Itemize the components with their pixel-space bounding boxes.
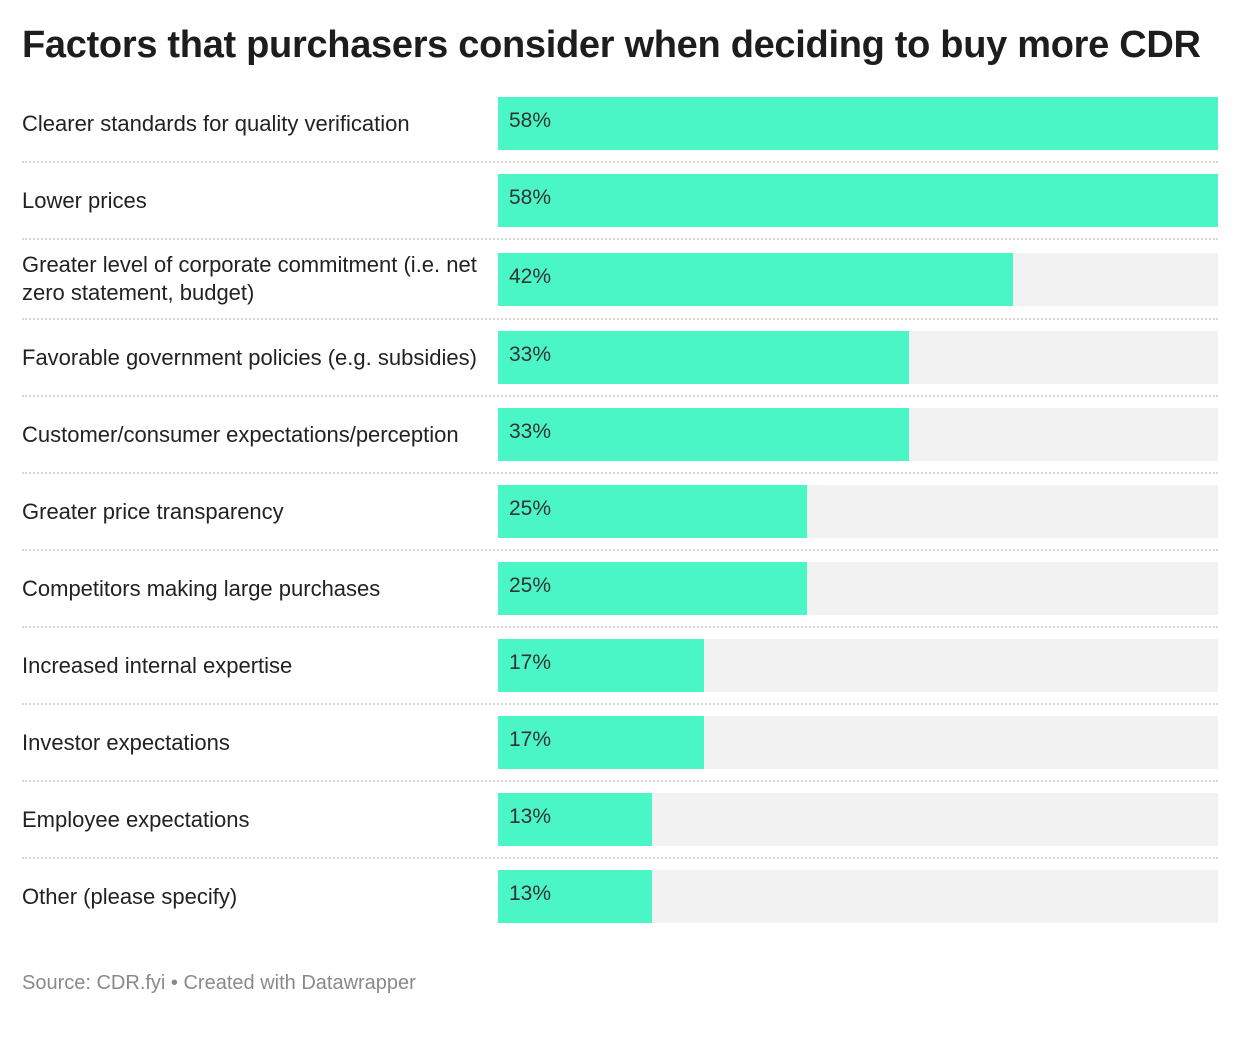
value-label: 42% — [509, 264, 552, 288]
bar-row: Greater price transparency 25% — [22, 474, 1218, 551]
bar — [498, 485, 807, 538]
value-label: 33% — [509, 420, 552, 443]
category-label: Lower prices — [22, 187, 147, 213]
bar — [498, 870, 653, 923]
category-label: Customer/consumer expectations/perceptio… — [22, 421, 459, 447]
bar — [498, 331, 910, 384]
value-label: 33% — [509, 343, 552, 366]
category-label: Increased internal expertise — [22, 652, 293, 678]
bar-row: Employee expectations 13% — [22, 782, 1218, 859]
bar-track: 17% — [498, 639, 1218, 692]
bar — [498, 97, 1218, 150]
bar-track: 42% — [498, 252, 1218, 306]
bar-row: Clearer standards for quality verificati… — [22, 86, 1218, 163]
bar — [498, 793, 653, 846]
bar — [498, 408, 910, 461]
category-label: Employee expectations — [22, 806, 250, 832]
bar-track: 33% — [498, 331, 1218, 384]
value-label: 17% — [509, 728, 552, 751]
category-label: Investor expectations — [22, 729, 230, 755]
bar-track: 25% — [498, 562, 1218, 615]
bar — [498, 174, 1218, 227]
bar-row: Increased internal expertise 17% — [22, 628, 1218, 705]
category-label: Competitors making large purchases — [22, 575, 381, 601]
bar-row: Investor expectations 17% — [22, 705, 1218, 782]
value-label: 17% — [509, 651, 552, 674]
bar-track: 58% — [498, 97, 1218, 150]
bar-track: 33% — [498, 408, 1218, 461]
source-footer: Source: CDR.fyi • Created with Datawrapp… — [22, 972, 416, 994]
bar-row: Customer/consumer expectations/perceptio… — [22, 397, 1218, 474]
value-label: 58% — [509, 109, 552, 132]
bar-row: Lower prices 58% — [22, 163, 1218, 240]
bar-track: 13% — [498, 793, 1218, 846]
category-label: Greater level of corporate commitment (i… — [22, 252, 477, 305]
value-label: 25% — [509, 497, 552, 520]
value-label: 13% — [509, 805, 552, 828]
value-label: 13% — [509, 882, 552, 905]
bar-track: 58% — [498, 174, 1218, 227]
chart: Factors that purchasers consider when de… — [22, 24, 1218, 994]
bar-rows: Clearer standards for quality verificati… — [22, 86, 1218, 934]
bar-track: 13% — [498, 870, 1218, 923]
category-label: Favorable government policies (e.g. subs… — [22, 344, 477, 370]
category-label: Greater price transparency — [22, 498, 284, 524]
bar-row: Greater level of corporate commitment (i… — [22, 240, 1218, 320]
bar — [498, 252, 1013, 306]
category-label: Clearer standards for quality verificati… — [22, 110, 410, 136]
bar-row: Favorable government policies (e.g. subs… — [22, 320, 1218, 397]
bar-row: Competitors making large purchases 25% — [22, 551, 1218, 628]
chart-title: Factors that purchasers consider when de… — [22, 24, 1201, 66]
bar — [498, 716, 705, 769]
category-label: Other (please specify) — [22, 883, 238, 909]
bar — [498, 639, 705, 692]
bar — [498, 562, 807, 615]
bar-track: 25% — [498, 485, 1218, 538]
bar-track: 17% — [498, 716, 1218, 769]
value-label: 25% — [509, 574, 552, 597]
bar-row: Other (please specify) 13% — [22, 859, 1218, 934]
value-label: 58% — [509, 186, 552, 209]
